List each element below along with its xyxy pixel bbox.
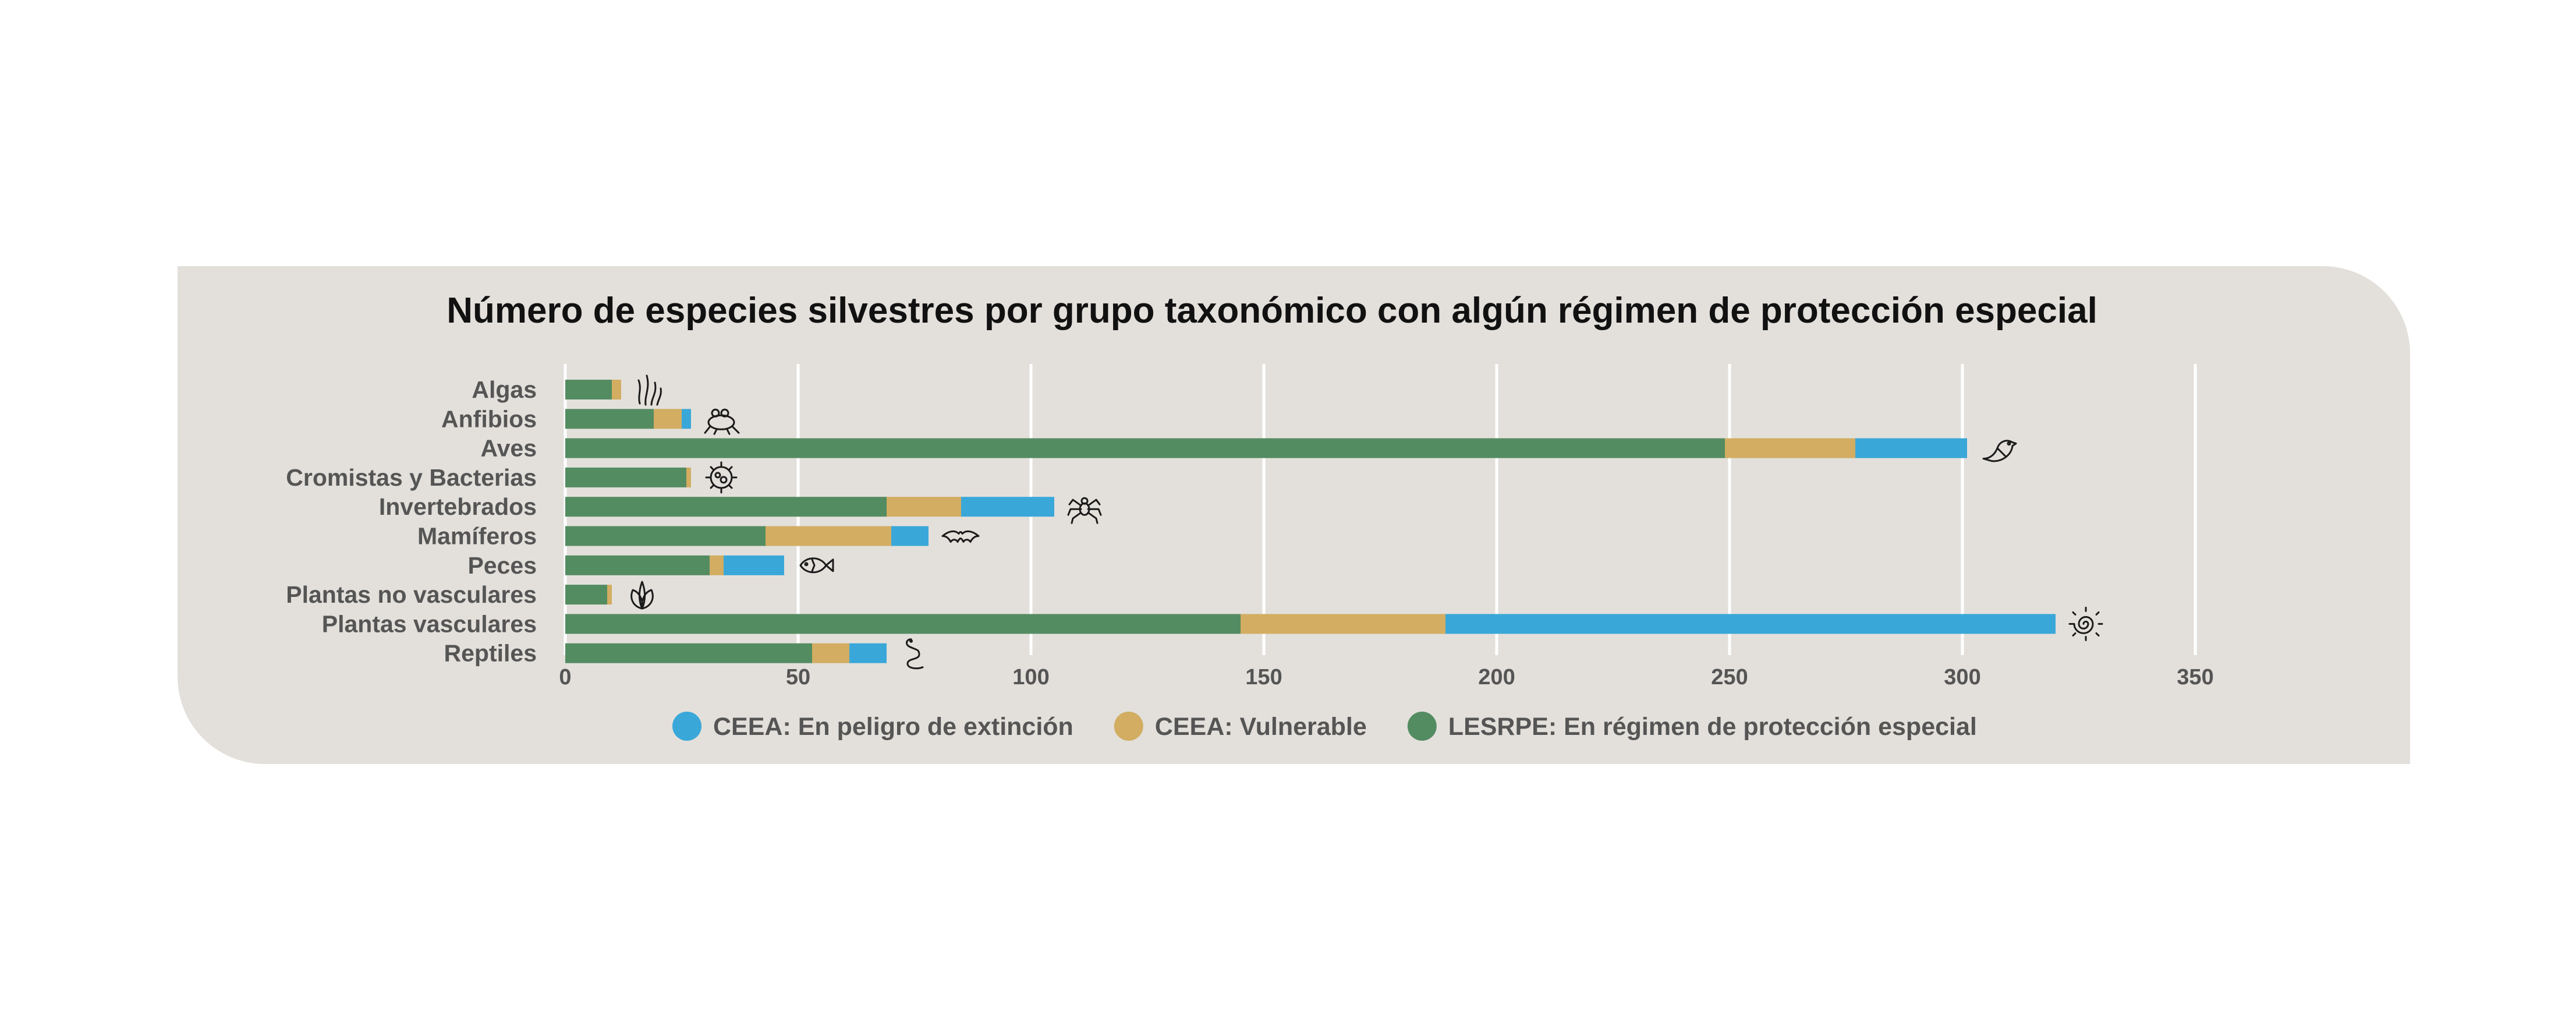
bar-segment <box>565 380 612 399</box>
bars <box>565 380 2056 663</box>
bar-segment <box>710 555 724 575</box>
bar-segment <box>565 409 654 429</box>
bar-segment <box>565 497 887 517</box>
legend-item: CEEA: En peligro de extinción <box>672 712 1073 741</box>
bat-icon <box>941 530 980 543</box>
legend-item: CEEA: Vulnerable <box>1114 712 1367 741</box>
spider-icon <box>1067 497 1102 524</box>
bar-segment <box>1855 438 1967 458</box>
seaweed-icon <box>637 374 662 406</box>
bar-segment <box>686 467 691 487</box>
snake-icon <box>906 638 924 670</box>
category-label: Plantas no vasculares <box>286 581 537 608</box>
bar-segment <box>607 585 612 605</box>
x-tick-label: 50 <box>786 665 810 689</box>
legend-label: CEEA: En peligro de extinción <box>713 713 1073 741</box>
category-label: Plantas vasculares <box>322 610 537 637</box>
leaves-icon <box>630 581 654 610</box>
bird-icon <box>1982 440 2017 462</box>
x-axis-ticks: 0 50 100 150 200 250 300 350 <box>559 665 2213 689</box>
category-label: Invertebrados <box>379 493 537 520</box>
bar-segment <box>961 497 1054 517</box>
frog-icon <box>704 408 740 435</box>
category-label: Mamíferos <box>417 523 537 550</box>
category-label: Anfibios <box>441 405 537 432</box>
x-tick-label: 250 <box>1711 665 1748 689</box>
legend-item: LESRPE: En régimen de protección especia… <box>1407 712 1977 741</box>
bar-segment <box>565 526 766 546</box>
bar-segment <box>565 438 1725 458</box>
bar-segment <box>812 643 849 663</box>
fern-spiral-icon <box>2068 606 2103 641</box>
bar-segment <box>891 526 929 546</box>
chart-card: Número de especies silvestres por grupo … <box>178 266 2410 764</box>
bar-segment <box>724 555 784 575</box>
category-label: Cromistas y Bacterias <box>286 464 537 491</box>
bacteria-icon <box>705 461 738 494</box>
legend-swatch <box>1407 712 1437 741</box>
legend-label: CEEA: Vulnerable <box>1155 713 1367 741</box>
bar-segment <box>766 526 891 546</box>
legend-swatch <box>1114 712 1143 741</box>
bar-segment <box>1445 614 2056 634</box>
x-tick-label: 200 <box>1478 665 1515 689</box>
category-label: Aves <box>481 435 537 462</box>
bar-segment <box>654 409 682 429</box>
legend-label: LESRPE: En régimen de protección especia… <box>1448 713 1977 741</box>
bar-segment <box>565 555 710 575</box>
x-tick-label: 0 <box>559 665 571 689</box>
fish-icon <box>799 557 834 574</box>
bar-segment <box>1725 438 1855 458</box>
chart-title: Número de especies silvestres por grupo … <box>447 291 2097 331</box>
x-tick-label: 350 <box>2177 665 2213 689</box>
bar-segment <box>565 643 812 663</box>
category-icons <box>630 374 2103 670</box>
chart: Número de especies silvestres por grupo … <box>286 291 2214 741</box>
bar-segment <box>565 614 1241 634</box>
x-tick-label: 100 <box>1012 665 1049 689</box>
bar-segment <box>849 643 887 663</box>
x-tick-label: 150 <box>1245 665 1282 689</box>
legend: CEEA: En peligro de extinción CEEA: Vulne… <box>672 712 1977 741</box>
bar-segment <box>1241 614 1445 634</box>
category-label: Reptiles <box>444 640 537 667</box>
bar-segment <box>565 467 686 487</box>
category-label: Algas <box>472 376 537 403</box>
bar-segment <box>612 380 621 399</box>
bar-segment <box>565 585 607 605</box>
category-label: Peces <box>467 552 537 579</box>
bar-segment <box>682 409 691 429</box>
bar-segment <box>887 497 961 517</box>
x-tick-label: 300 <box>1944 665 1980 689</box>
legend-swatch <box>672 712 701 741</box>
